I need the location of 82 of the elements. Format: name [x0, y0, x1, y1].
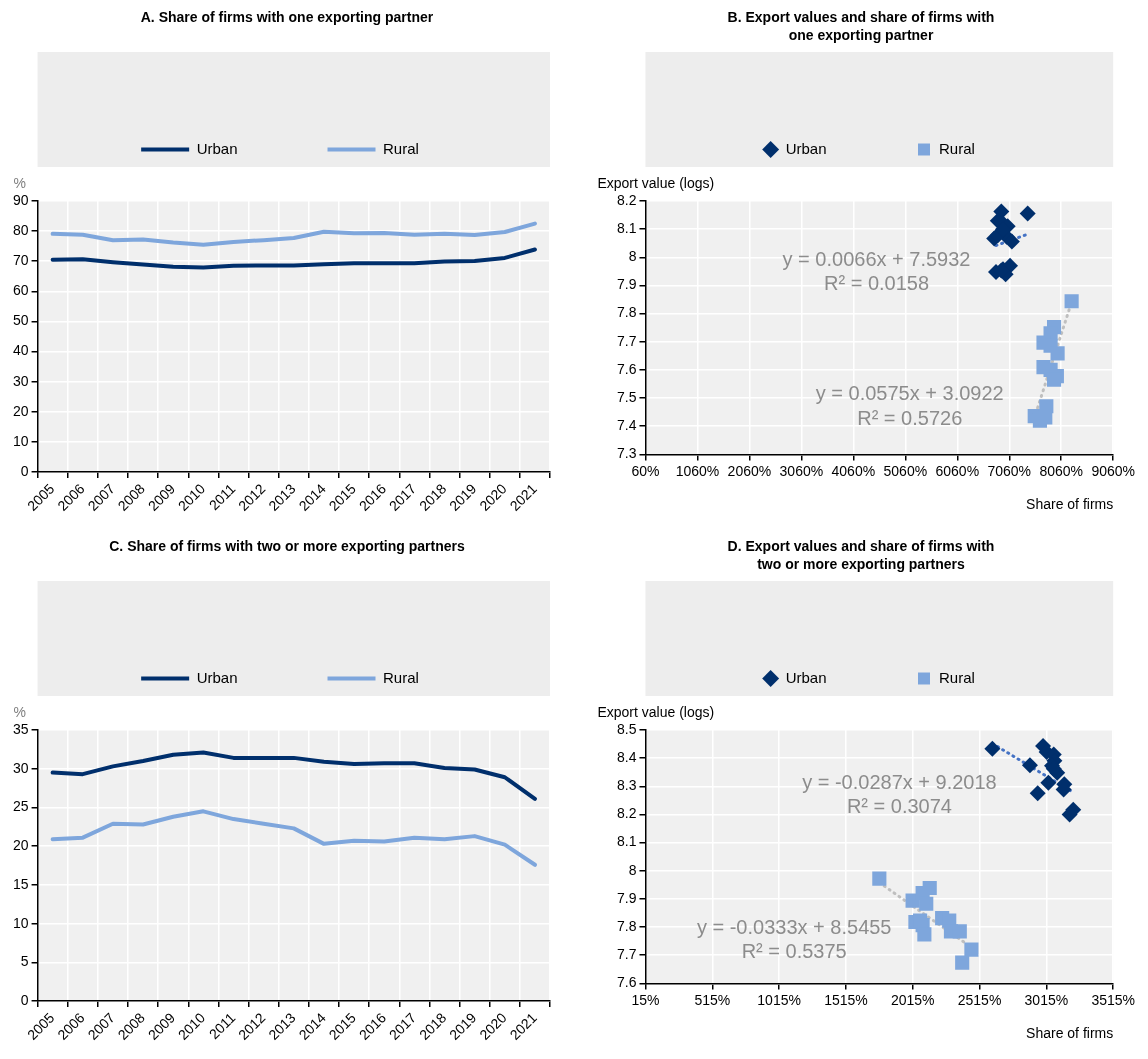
y-tick-label: 8 [628, 861, 637, 878]
y-tick-label: 80 [12, 221, 29, 238]
y-tick-label: 7.9 [616, 276, 637, 293]
x-tick-label: 8060% [1039, 462, 1084, 479]
y-tick-label: 7.3 [616, 445, 637, 462]
y-tick-label: 8 [628, 248, 637, 265]
y-tick-label: 30 [12, 759, 29, 776]
x-tick-label: 1515% [824, 991, 868, 1008]
y-tick-label: 60 [12, 282, 29, 299]
legend-label: Rural [939, 139, 975, 157]
legend-label: Urban [196, 668, 238, 686]
y-tick-label: 90 [12, 191, 29, 208]
y-tick-label: 7.6 [616, 974, 637, 991]
annotation: y = -0.0333x + 8.5455 [696, 915, 892, 938]
chart-title: D. Export values and share of firms with two or more exporting partners [726, 537, 996, 574]
y-tick-label: 20 [12, 402, 29, 419]
y-tick-label: 25 [12, 798, 29, 815]
y-tick-label: 7.8 [616, 304, 637, 321]
legend-label: Urban [785, 668, 827, 686]
x-tick-label: 1060% [675, 462, 720, 479]
x-tick-label: 3060% [779, 462, 824, 479]
y-tick-label: 8.2 [616, 805, 637, 822]
legend-label: Rural [383, 668, 419, 686]
y-tick-label: 20 [12, 837, 29, 854]
x-tick-label: 2060% [727, 462, 772, 479]
x-tick-label: 9060% [1091, 462, 1135, 479]
y-tick-label: 10 [12, 432, 29, 449]
y-tick-label: 7.6 [616, 360, 637, 377]
y-tick-label: 0 [20, 991, 29, 1008]
y-tick-label: 35 [12, 720, 29, 737]
y-tick-label: 50 [12, 312, 29, 329]
x-axis-title: Share of firms [1026, 496, 1114, 513]
legend-label: Urban [785, 139, 827, 157]
y-axis-title: % [13, 703, 27, 720]
annotation: R² = 0.0158 [823, 272, 930, 295]
y-tick-label: 7.7 [616, 332, 637, 349]
x-tick-label: 60% [631, 462, 660, 479]
y-axis-title: Export value (logs) [597, 703, 715, 720]
y-tick-label: 8.1 [616, 833, 637, 850]
annotation: R² = 0.5726 [857, 407, 963, 430]
y-axis-title: % [13, 174, 27, 191]
x-tick-label: 7060% [987, 462, 1032, 479]
y-tick-label: 30 [12, 372, 29, 389]
chart-title: B. Export values and share of firms with one exporting partner [726, 8, 996, 45]
y-tick-label: 7.7 [616, 946, 637, 963]
y-tick-label: 7.4 [616, 417, 637, 434]
x-tick-label: 15% [631, 991, 660, 1008]
x-tick-label: 5060% [883, 462, 928, 479]
y-tick-label: 7.9 [616, 889, 637, 906]
x-tick-label: 3515% [1091, 991, 1135, 1008]
y-axis-title: Export value (logs) [597, 174, 715, 191]
x-tick-label: 4060% [831, 462, 876, 479]
legend-label: Urban [196, 139, 238, 157]
y-tick-label: 8.5 [616, 720, 637, 737]
annotation: R² = 0.3074 [846, 795, 952, 818]
x-tick-label: 2015% [890, 991, 935, 1008]
annotation: y = 0.0575x + 3.0922 [815, 382, 1004, 405]
x-tick-label: 1015% [757, 991, 801, 1008]
annotation: y = 0.0066x + 7.5932 [782, 247, 971, 270]
x-tick-label: 6060% [935, 462, 980, 479]
x-tick-label: 3015% [1024, 991, 1069, 1008]
annotation: R² = 0.5375 [741, 940, 847, 963]
y-tick-label: 15 [12, 875, 29, 892]
y-tick-label: 8.4 [616, 749, 637, 766]
y-tick-label: 0 [20, 462, 29, 479]
y-tick-label: 10 [12, 914, 29, 931]
y-tick-label: 8.1 [616, 220, 637, 237]
y-tick-label: 8.2 [616, 191, 637, 208]
chart-title: C. Share of firms with two or more exporting partners [108, 537, 466, 556]
x-tick-label: 2515% [957, 991, 1002, 1008]
y-tick-label: 7.5 [616, 388, 637, 405]
y-tick-label: 5 [20, 953, 29, 970]
legend-label: Rural [383, 139, 419, 157]
annotation: y = -0.0287x + 9.2018 [802, 770, 997, 793]
x-tick-label: 515% [694, 991, 731, 1008]
y-tick-label: 8.3 [616, 777, 637, 794]
y-tick-label: 40 [12, 342, 29, 359]
y-tick-label: 70 [12, 252, 29, 269]
y-tick-label: 7.8 [616, 917, 637, 934]
legend-label: Rural [939, 668, 975, 686]
x-axis-title: Share of firms [1026, 1025, 1114, 1042]
chart-title: A. Share of firms with one exporting partner [139, 8, 435, 27]
